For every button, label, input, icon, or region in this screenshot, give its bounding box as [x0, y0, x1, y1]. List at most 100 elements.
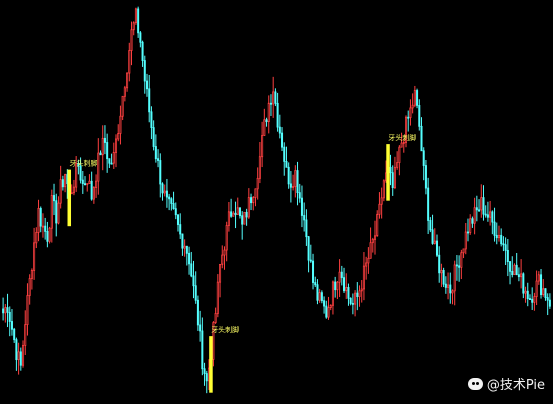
- candle-body: [245, 211, 248, 218]
- candle-body: [88, 180, 91, 184]
- candle: [254, 188, 257, 207]
- candle-body: [535, 280, 538, 297]
- candle-body: [119, 115, 122, 134]
- candle: [444, 276, 447, 294]
- candle: [283, 142, 286, 176]
- candle-body: [484, 213, 487, 216]
- candle-body: [75, 163, 78, 188]
- candle-body: [165, 190, 168, 198]
- candle-body: [493, 221, 496, 236]
- candle: [132, 21, 135, 36]
- candle-body: [495, 234, 498, 239]
- candle-body: [256, 177, 259, 190]
- candle-body: [440, 270, 443, 274]
- candle: [502, 236, 505, 252]
- candle-body: [336, 281, 339, 291]
- candle: [179, 213, 182, 239]
- candle-body: [433, 240, 436, 244]
- candle: [320, 290, 323, 304]
- candle: [455, 255, 458, 281]
- candle-body: [258, 156, 261, 179]
- candle: [464, 222, 467, 255]
- candle: [170, 197, 173, 211]
- candle: [269, 94, 272, 117]
- candle: [37, 199, 40, 242]
- candle-body: [466, 231, 469, 234]
- candle-body: [194, 285, 197, 301]
- candle: [351, 293, 354, 315]
- candle-body: [143, 60, 146, 82]
- candle: [163, 184, 166, 197]
- candle-body: [44, 225, 47, 232]
- candle: [336, 280, 339, 300]
- candle-body: [303, 215, 306, 221]
- candle-body: [360, 288, 363, 292]
- candle: [356, 282, 359, 311]
- candle: [471, 216, 474, 228]
- candle: [227, 201, 230, 232]
- candle-body: [369, 242, 372, 259]
- candle-body: [548, 299, 551, 307]
- candle: [391, 165, 394, 196]
- candle-body: [106, 142, 109, 160]
- candle: [298, 183, 301, 203]
- candle: [300, 185, 303, 228]
- candle: [305, 209, 308, 246]
- candle-body: [250, 197, 253, 204]
- candle-body: [265, 119, 268, 123]
- candle: [126, 72, 129, 92]
- candle: [95, 174, 98, 198]
- candle: [128, 42, 131, 82]
- candle: [294, 165, 297, 198]
- candle-body: [84, 183, 87, 186]
- candle: [422, 147, 425, 181]
- candle-body: [4, 307, 7, 314]
- candle: [114, 134, 118, 168]
- candle-body: [409, 107, 412, 118]
- candle-body: [449, 284, 452, 294]
- candle-body: [123, 87, 126, 97]
- candle: [396, 151, 399, 170]
- signal-bar: [209, 336, 213, 393]
- candle: [509, 261, 512, 285]
- candle-body: [316, 284, 319, 301]
- candle-body: [515, 264, 518, 276]
- candle: [30, 268, 33, 290]
- candle-body: [139, 32, 142, 43]
- candle-body: [176, 214, 179, 225]
- candle: [216, 274, 219, 318]
- candle: [325, 300, 328, 319]
- candle-body: [99, 152, 102, 156]
- candle: [451, 289, 454, 305]
- candle: [265, 117, 268, 127]
- candle: [236, 197, 239, 215]
- candle: [334, 276, 337, 298]
- candle: [418, 99, 421, 131]
- candle-body: [230, 211, 233, 217]
- candle: [22, 340, 25, 368]
- candle: [137, 6, 140, 38]
- signal-bar: [67, 169, 72, 227]
- candle-body: [473, 207, 476, 224]
- candle: [303, 202, 306, 232]
- candle-body: [126, 72, 129, 89]
- candle-body: [314, 282, 317, 286]
- candle-body: [411, 104, 414, 109]
- candle: [458, 255, 461, 282]
- candle-body: [522, 273, 525, 294]
- candle: [413, 85, 416, 108]
- candle: [196, 295, 199, 331]
- candle-body: [10, 321, 13, 330]
- candle: [203, 362, 206, 386]
- candle-body: [24, 324, 27, 346]
- candle: [316, 279, 319, 305]
- candle: [75, 156, 78, 192]
- candle-body: [161, 183, 164, 194]
- candle: [540, 269, 543, 299]
- candle: [354, 290, 357, 317]
- candle: [26, 283, 29, 336]
- candle: [88, 174, 91, 184]
- candle: [139, 31, 142, 48]
- candle: [256, 167, 259, 200]
